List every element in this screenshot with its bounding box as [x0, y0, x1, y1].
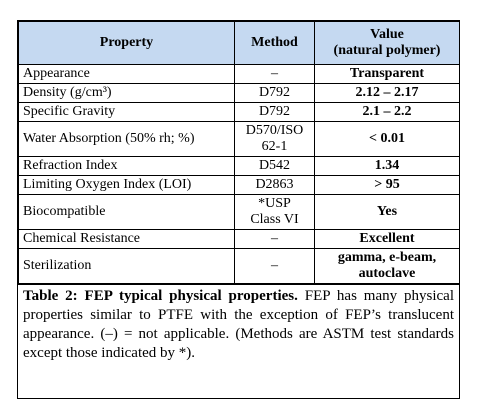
row-method-line2: 62-1	[261, 139, 288, 154]
table-row: Appearance – Transparent	[18, 64, 460, 84]
table-row: Density (g/cm³) D792 2.12 – 2.17	[18, 83, 460, 103]
row-method: D570/ISO 62-1	[234, 121, 315, 157]
row-value-line2: autoclave	[358, 266, 416, 281]
table-frame: Property Method Value (natural polymer) …	[17, 20, 460, 399]
row-value: Transparent	[314, 64, 460, 84]
row-value: < 0.01	[314, 121, 460, 157]
row-property: Appearance	[18, 64, 235, 84]
row-value: 2.1 – 2.2	[314, 102, 460, 122]
row-method: –	[234, 248, 315, 284]
row-method: D792	[234, 83, 315, 103]
row-method: D792	[234, 102, 315, 122]
row-method: D2863	[234, 175, 315, 195]
table-row: Water Absorption (50% rh; %) D570/ISO 62…	[18, 121, 460, 157]
row-property: Specific Gravity	[18, 102, 235, 122]
table-row: Limiting Oxygen Index (LOI) D2863 > 95	[18, 175, 460, 195]
row-property: Water Absorption (50% rh; %)	[18, 121, 235, 157]
table-row: Chemical Resistance – Excellent	[18, 229, 460, 249]
row-method: *USP Class VI	[234, 194, 315, 230]
table-row: Specific Gravity D792 2.1 – 2.2	[18, 102, 460, 122]
row-property: Limiting Oxygen Index (LOI)	[18, 175, 235, 195]
row-property: Sterilization	[18, 248, 235, 284]
caption-label: Table 2: FEP typical physical properties…	[23, 288, 298, 304]
properties-table: Property Method Value (natural polymer) …	[18, 21, 460, 284]
row-property: Density (g/cm³)	[18, 83, 235, 103]
header-property: Property	[18, 21, 235, 65]
header-value-line1: Value	[370, 27, 404, 42]
row-value: gamma, e-beam, autoclave	[314, 248, 460, 284]
row-method: –	[234, 64, 315, 84]
caption-text: FEP has many physical properties similar…	[23, 288, 454, 361]
row-method-line2: Class VI	[250, 212, 299, 227]
row-property: Chemical Resistance	[18, 229, 235, 249]
row-value: Yes	[314, 194, 460, 230]
header-row: Property Method Value (natural polymer)	[18, 21, 460, 65]
table-row: Biocompatible *USP Class VI Yes	[18, 194, 460, 230]
row-value-line1: gamma, e-beam,	[337, 250, 437, 265]
row-value: 2.12 – 2.17	[314, 83, 460, 103]
row-method-line1: D570/ISO	[245, 123, 304, 138]
table-caption: Table 2: FEP typical physical properties…	[18, 284, 459, 363]
header-method: Method	[234, 21, 315, 65]
table-row: Refraction Index D542 1.34	[18, 156, 460, 176]
row-value: 1.34	[314, 156, 460, 176]
row-value: > 95	[314, 175, 460, 195]
row-method: –	[234, 229, 315, 249]
row-property: Biocompatible	[18, 194, 235, 230]
table-row: Sterilization – gamma, e-beam, autoclave	[18, 248, 460, 284]
header-value: Value (natural polymer)	[314, 21, 460, 65]
row-method-line1: *USP	[258, 196, 291, 211]
row-value: Excellent	[314, 229, 460, 249]
header-value-line2: (natural polymer)	[333, 43, 441, 58]
row-property: Refraction Index	[18, 156, 235, 176]
row-method: D542	[234, 156, 315, 176]
